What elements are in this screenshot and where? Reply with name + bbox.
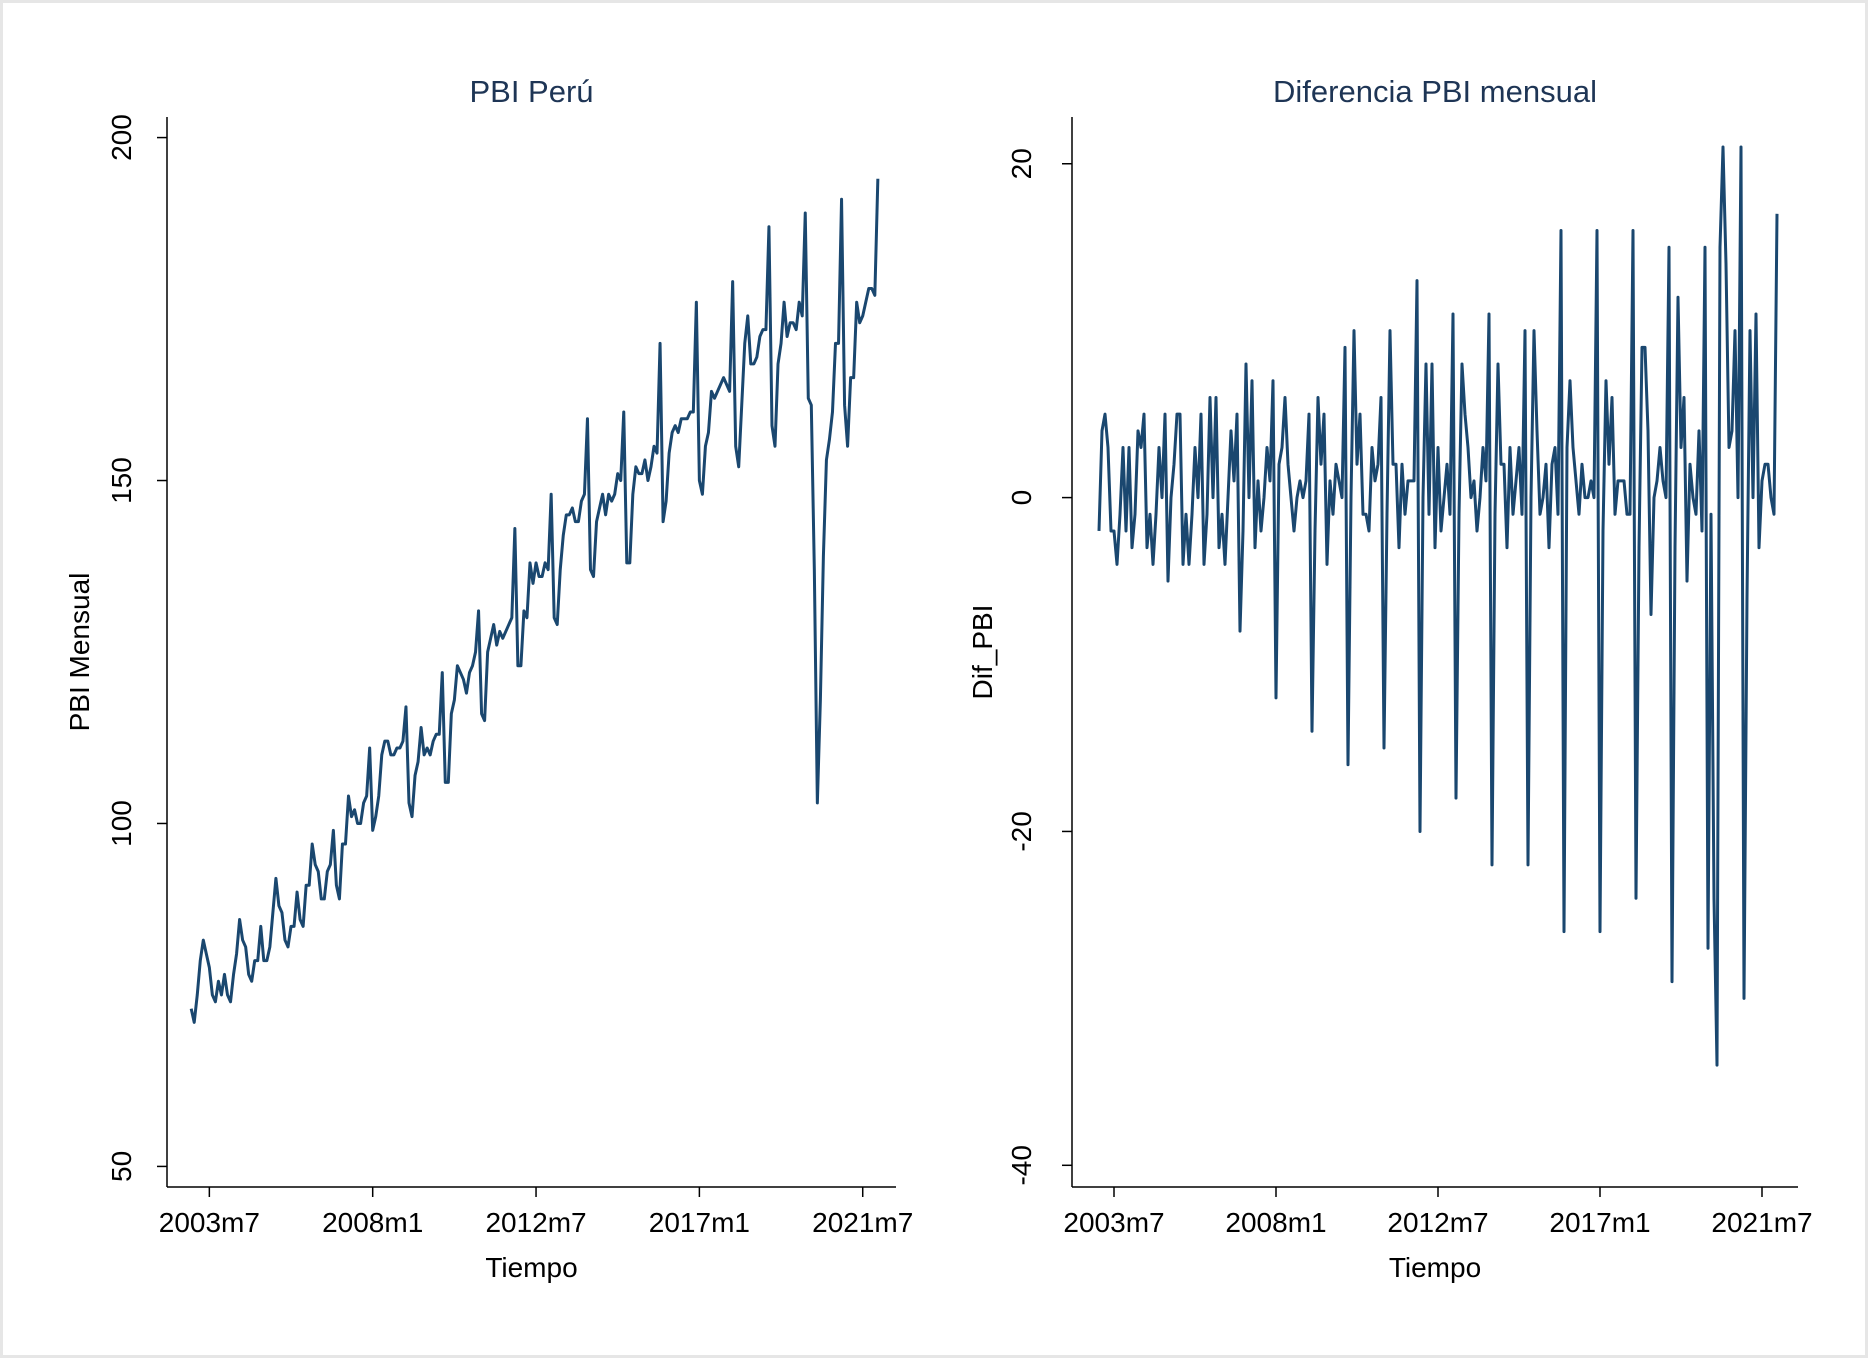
x-axis-title: Tiempo — [1389, 1252, 1481, 1283]
y-tick-label: 150 — [106, 457, 137, 504]
y-tick-label: 50 — [106, 1151, 137, 1182]
chart-title: PBI Perú — [469, 74, 593, 109]
chart-title: Diferencia PBI mensual — [1273, 74, 1597, 109]
y-axis-title: PBI Mensual — [64, 573, 95, 732]
x-tick-label: 2021m7 — [1711, 1207, 1812, 1238]
x-tick-label: 2008m1 — [322, 1207, 423, 1238]
y-tick-label: 0 — [1006, 490, 1037, 506]
y-tick-label: -20 — [1006, 811, 1037, 851]
y-tick-label: -40 — [1006, 1145, 1037, 1185]
x-tick-label: 2012m7 — [485, 1207, 586, 1238]
x-tick-label: 2021m7 — [812, 1207, 913, 1238]
y-tick-label: 20 — [1006, 148, 1037, 179]
y-axis-title: Dif_PBI — [967, 605, 998, 700]
data-line — [1097, 145, 1779, 1067]
data-line — [189, 178, 880, 1024]
y-tick-label: 200 — [106, 114, 137, 161]
x-tick-label: 2003m7 — [159, 1207, 260, 1238]
x-tick-label: 2017m1 — [649, 1207, 750, 1238]
x-tick-label: 2012m7 — [1387, 1207, 1488, 1238]
x-tick-label: 2017m1 — [1549, 1207, 1650, 1238]
x-axis-title: Tiempo — [485, 1252, 577, 1283]
x-tick-label: 2003m7 — [1063, 1207, 1164, 1238]
x-tick-label: 2008m1 — [1225, 1207, 1326, 1238]
y-tick-label: 100 — [106, 800, 137, 847]
